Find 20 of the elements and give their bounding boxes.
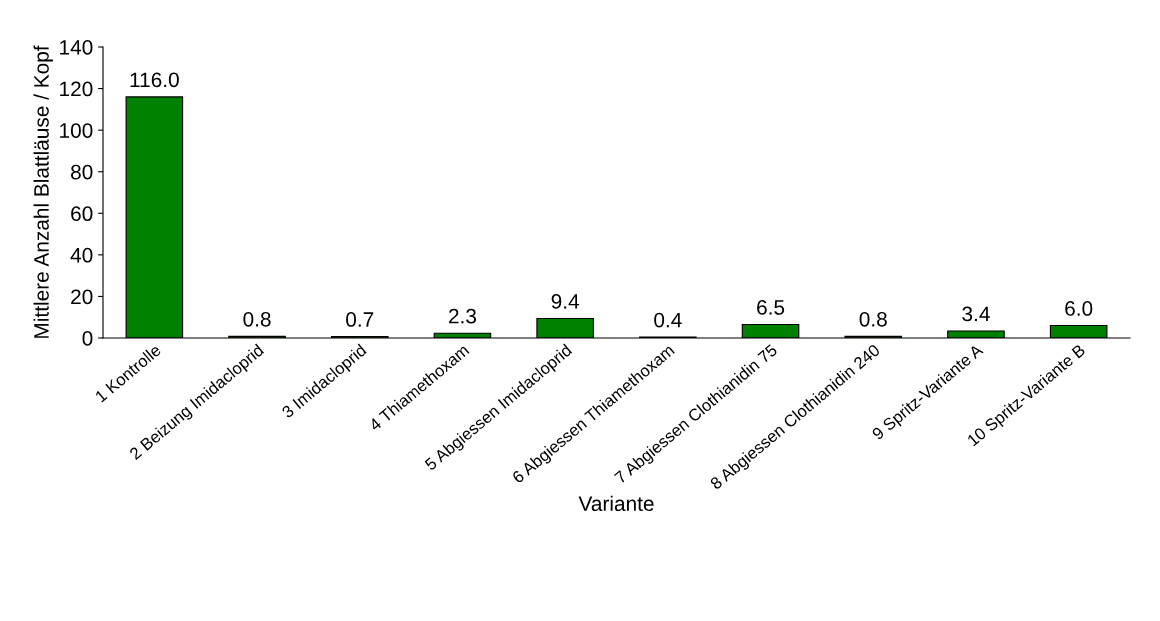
data-label: 0.8: [859, 311, 887, 327]
y-tick-label: 60: [71, 206, 93, 222]
y-tick-label: 80: [71, 164, 93, 180]
y-tick-label: 40: [70, 247, 93, 263]
data-label: 9.4: [551, 294, 580, 309]
y-tick-label: 120: [60, 81, 93, 97]
data-label: 0.7: [346, 312, 374, 327]
data-label: 3.4: [962, 306, 990, 322]
y-tick-label: 100: [60, 123, 93, 138]
y-axis-title: Mittlere Anzahl Blattläuse / Kopf: [33, 45, 53, 338]
x-axis-title: Variante: [578, 495, 654, 512]
data-label: 2.3: [449, 308, 477, 324]
data-label: 6.5: [757, 300, 785, 315]
y-tick-label: 140: [60, 40, 93, 55]
data-label: 0.8: [243, 311, 271, 327]
y-tick-label: 0: [82, 331, 93, 346]
data-label: 0.4: [654, 312, 682, 328]
data-label: 116.0: [130, 72, 179, 88]
data-label: 6.0: [1065, 301, 1093, 316]
y-tick-label: 20: [71, 289, 93, 305]
